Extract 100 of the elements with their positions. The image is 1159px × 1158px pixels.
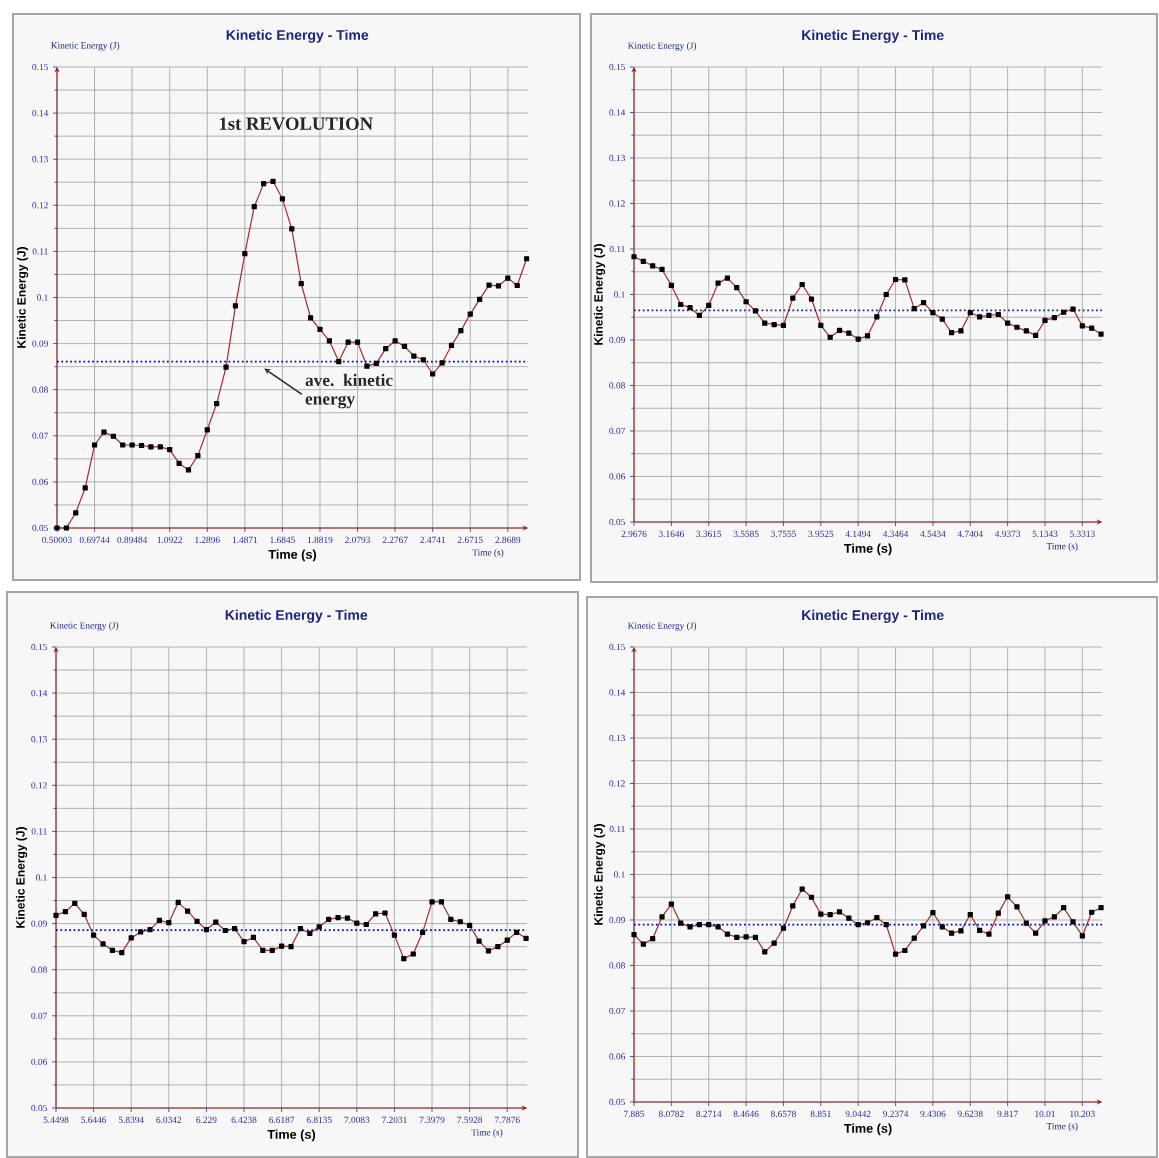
x-tick-label: 0.89484 <box>117 536 148 544</box>
y-tick-label: 0.12 <box>609 200 625 207</box>
x-tick-label: 3.1646 <box>658 530 684 538</box>
x-tick-label: 1.8819 <box>307 536 333 544</box>
x-tick-label: 10.203 <box>1070 1110 1095 1118</box>
x-tick-label: 2.8689 <box>495 536 521 544</box>
x-tick-label: 2.0793 <box>345 536 371 544</box>
y-tick-label: 0.08 <box>609 962 625 969</box>
x-tick-label: 9.2374 <box>883 1110 909 1118</box>
y-tick-label: 0.12 <box>609 780 625 787</box>
y-axis-title: Kinetic Energy (J) <box>15 827 28 928</box>
ref-line-label: ave. kinetic energy <box>305 373 393 409</box>
y-tick-label: 0.05 <box>32 524 48 532</box>
y-tick-label: 0.13 <box>31 736 47 743</box>
y-tick-label: 0.07 <box>31 1012 48 1019</box>
x-tick-label: 3.9525 <box>808 530 834 538</box>
x-tick-label: 5.6446 <box>81 1116 107 1124</box>
x-tick-label: 6.0342 <box>156 1116 182 1124</box>
x-axis-title: Time (s) <box>843 543 892 556</box>
y-tick-label: 0.11 <box>31 828 47 835</box>
y-tick-label: 0.14 <box>32 109 49 117</box>
x-tick-label: 2.2767 <box>382 536 408 544</box>
x-tick-label: 7.7876 <box>495 1116 520 1124</box>
annotation: 1st REVOLUTION <box>219 117 373 131</box>
y-tick-label: 0.07 <box>32 432 49 439</box>
x-tick-label: 0.50003 <box>42 536 72 544</box>
y-tick-label: 0.14 <box>31 689 48 697</box>
chart-title: Kinetic Energy - Time <box>226 29 369 43</box>
y-axis-title: Kinetic Energy (J) <box>593 824 606 925</box>
x-tick-label: 4.5434 <box>920 530 946 538</box>
y-tick-label: 0.09 <box>609 916 625 924</box>
x-tick-label: 10.01 <box>1035 1110 1055 1118</box>
y-axis-title: Kinetic Energy (J) <box>593 244 606 345</box>
y-tick-label: 0.05 <box>609 1098 625 1106</box>
x-tick-label: 1.0922 <box>157 536 183 544</box>
y-tick-label: 0.15 <box>609 63 625 71</box>
y-tick-label: 0.1 <box>36 294 48 301</box>
y-tick-label: 0.06 <box>31 1058 48 1066</box>
x-tick-label: 9.0442 <box>845 1110 871 1118</box>
x-tick-label: 7.5928 <box>457 1116 483 1124</box>
y-tick-label: 0.11 <box>609 825 625 833</box>
y-tick-label: 0.07 <box>609 427 626 435</box>
x-tick-label: 1.6845 <box>270 536 295 544</box>
y-tick-label: 0.08 <box>32 386 48 393</box>
y-tick-label: 0.13 <box>609 154 625 162</box>
y-tick-label: 0.15 <box>609 643 625 651</box>
x-tick-label: 2.6715 <box>457 536 483 544</box>
x-tick-label: 4.7404 <box>957 530 983 538</box>
x-tick-label: 2.4741 <box>420 536 445 544</box>
x-tick-label: 3.7555 <box>771 530 796 538</box>
x-tick-label: 8.0782 <box>658 1110 684 1118</box>
x-tick-label: 4.1494 <box>845 530 871 538</box>
text: Time (s) <box>472 549 504 558</box>
y-tick-label: 0.06 <box>32 478 49 486</box>
text: Kinetic Energy (J) <box>50 622 119 631</box>
x-tick-label: 3.5585 <box>733 530 759 538</box>
y-tick-label: 0.09 <box>31 920 47 927</box>
x-tick-label: 7.3979 <box>419 1116 445 1124</box>
y-tick-label: 0.12 <box>32 202 48 209</box>
x-tick-label: 8.4646 <box>733 1110 759 1118</box>
y-tick-label: 0.09 <box>609 336 625 344</box>
x-axis-title: Time (s) <box>267 1129 316 1142</box>
x-tick-label: 5.3313 <box>1070 530 1095 538</box>
y-tick-label: 0.15 <box>32 63 48 71</box>
text: Time (s) <box>1046 1122 1078 1132</box>
x-tick-label: 6.8135 <box>306 1116 332 1124</box>
y-tick-label: 0.14 <box>609 689 626 696</box>
y-tick-label: 0.08 <box>31 966 47 973</box>
y-tick-label: 0.11 <box>32 248 48 255</box>
y-tick-label: 0.1 <box>613 291 625 298</box>
x-tick-label: 8.2714 <box>696 1110 722 1118</box>
x-tick-label: 9.817 <box>997 1110 1018 1118</box>
y-tick-label: 0.1 <box>35 874 47 881</box>
chart-title: Kinetic Energy - Time <box>225 609 368 623</box>
y-tick-label: 0.09 <box>32 340 48 347</box>
x-tick-label: 7.0083 <box>344 1116 370 1124</box>
y-tick-label: 0.08 <box>609 382 625 389</box>
y-tick-label: 0.05 <box>609 518 625 526</box>
x-tick-label: 6.229 <box>196 1116 217 1124</box>
y-tick-label: 0.06 <box>609 1053 626 1060</box>
y-tick-label: 0.07 <box>609 1007 626 1015</box>
x-tick-label: 9.6238 <box>957 1110 983 1118</box>
text: Kinetic Energy (J) <box>627 42 697 51</box>
x-tick-label: 7.2031 <box>382 1116 407 1124</box>
x-tick-label: 5.4498 <box>43 1116 69 1124</box>
text: Time (s) <box>471 1129 503 1138</box>
x-tick-label: 6.6187 <box>269 1116 295 1124</box>
y-tick-label: 0.1 <box>613 871 625 878</box>
x-tick-label: 7.885 <box>624 1110 645 1118</box>
text: Kinetic Energy (J) <box>51 42 120 51</box>
x-tick-label: 4.9373 <box>994 530 1021 538</box>
y-tick-label: 0.15 <box>31 643 47 651</box>
chart-title: Kinetic Energy - Time <box>802 29 944 43</box>
y-tick-label: 0.05 <box>31 1104 47 1112</box>
y-tick-label: 0.11 <box>609 245 625 253</box>
x-tick-label: 4.3464 <box>882 530 909 538</box>
x-tick-label: 2.9676 <box>621 530 647 538</box>
y-tick-label: 0.14 <box>609 109 626 116</box>
x-tick-label: 6.4238 <box>231 1116 257 1124</box>
x-axis-title: Time (s) <box>268 549 317 562</box>
